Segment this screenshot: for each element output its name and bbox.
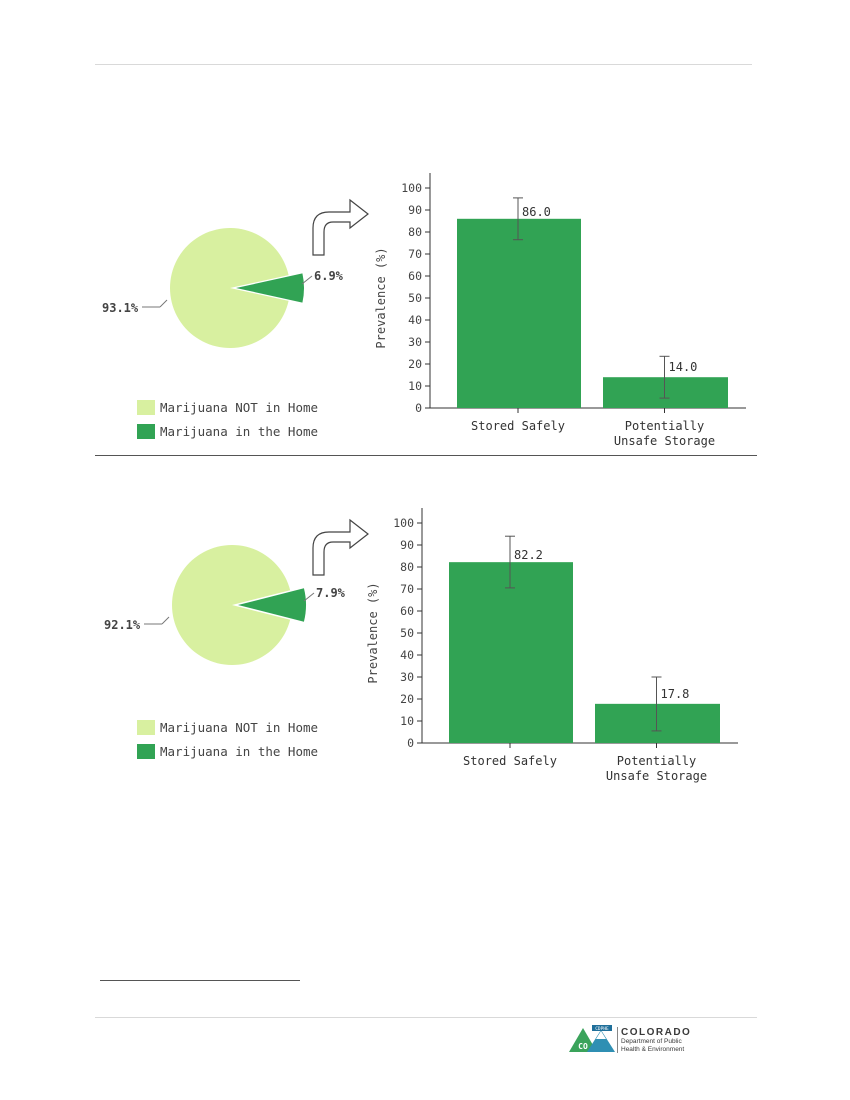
pie-label-in-home: 6.9%	[314, 269, 344, 283]
y-tick-label: 50	[400, 626, 414, 640]
pie-label-in-home: 7.9%	[316, 586, 346, 600]
logo-text: COLORADO Department of Public Health & E…	[621, 1027, 691, 1054]
y-tick-label: 0	[407, 736, 414, 750]
y-axis-title: Prevalence (%)	[366, 582, 380, 683]
legend-swatch-not-in-home	[137, 400, 155, 415]
figure-2: 7.9% 92.1% Marijuana NOT in Home Marijuana …	[0, 485, 850, 795]
legend-swatch-in-home	[137, 424, 155, 439]
value-label-0: 82.2	[514, 548, 543, 562]
y-tick-label: 0	[415, 401, 422, 415]
legend-label-not-in-home: Marijuana NOT in Home	[160, 720, 318, 735]
y-tick-label: 100	[401, 181, 422, 195]
pie-slice-not-in-home	[170, 228, 289, 348]
pie-leader-small	[301, 275, 313, 285]
y-tick-label: 20	[400, 692, 414, 706]
y-tick-label: 60	[400, 604, 414, 618]
value-label-0: 86.0	[522, 205, 551, 219]
x-tick-label: Stored Safely	[463, 754, 557, 768]
footer-rule	[95, 1017, 757, 1018]
y-tick-label: 40	[400, 648, 414, 662]
logo-initials: CO	[578, 1042, 588, 1051]
bar-1	[595, 703, 720, 743]
x-tick-label: Stored Safely	[471, 419, 565, 433]
callout-arrow	[312, 198, 369, 256]
x-tick-label: Potentially	[625, 419, 704, 433]
legend-label-not-in-home: Marijuana NOT in Home	[160, 400, 318, 415]
legend-swatch-in-home	[137, 744, 155, 759]
y-tick-label: 10	[400, 714, 414, 728]
x-tick-label: Unsafe Storage	[614, 434, 715, 448]
y-tick-label: 90	[400, 538, 414, 552]
top-rule	[95, 64, 752, 65]
pie-slice-not-in-home	[172, 545, 291, 665]
bar-0	[457, 218, 581, 408]
x-tick-label: Unsafe Storage	[606, 769, 707, 783]
y-tick-label: 30	[408, 335, 422, 349]
y-tick-label: 30	[400, 670, 414, 684]
pie-slice-in-home	[236, 273, 304, 303]
pie-leader-big-2	[161, 616, 170, 625]
value-label-1: 17.8	[661, 687, 690, 701]
y-tick-label: 10	[408, 379, 422, 393]
logo-org-name: COLORADO	[621, 1027, 692, 1038]
y-tick-label: 20	[408, 357, 422, 371]
y-tick-label: 60	[408, 269, 422, 283]
figure-1-svg: 6.9% 93.1% Marijuana NOT in Home Marijuana …	[102, 173, 746, 448]
pie-leader-big-2	[159, 299, 168, 308]
x-tick-label: Potentially	[617, 754, 696, 768]
y-tick-label: 90	[408, 203, 422, 217]
y-tick-label: 80	[400, 560, 414, 574]
y-axis-title: Prevalence (%)	[374, 247, 388, 348]
y-tick-label: 70	[400, 582, 414, 596]
y-tick-label: 70	[408, 247, 422, 261]
pie-label-not-in-home: 93.1%	[102, 301, 139, 315]
legend-label-in-home: Marijuana in the Home	[160, 744, 318, 759]
cdphe-logo: CDPHE CO	[569, 1025, 618, 1053]
y-tick-label: 100	[393, 516, 414, 530]
y-tick-label: 40	[408, 313, 422, 327]
legend-swatch-not-in-home	[137, 720, 155, 735]
pie-slice-in-home	[238, 588, 306, 622]
legend-label-in-home: Marijuana in the Home	[160, 424, 318, 439]
y-tick-label: 50	[408, 291, 422, 305]
logo-badge: CDPHE	[595, 1026, 609, 1032]
figure-divider	[95, 455, 757, 456]
value-label-1: 14.0	[669, 360, 698, 374]
pie-label-not-in-home: 92.1%	[104, 618, 141, 632]
logo-org-sub1: Department of Public	[621, 1038, 682, 1045]
footnote-rule	[100, 980, 300, 981]
callout-arrow	[312, 518, 369, 576]
logo-org-sub2: Health & Environment	[621, 1046, 685, 1053]
bar-1	[603, 377, 728, 408]
bar-0	[449, 562, 573, 743]
y-tick-label: 80	[408, 225, 422, 239]
figure-2-svg: 7.9% 92.1% Marijuana NOT in Home Marijuana …	[104, 508, 738, 783]
pie-leader-small	[303, 592, 315, 602]
figure-1: 6.9% 93.1% Marijuana NOT in Home Marijuana …	[0, 150, 850, 460]
